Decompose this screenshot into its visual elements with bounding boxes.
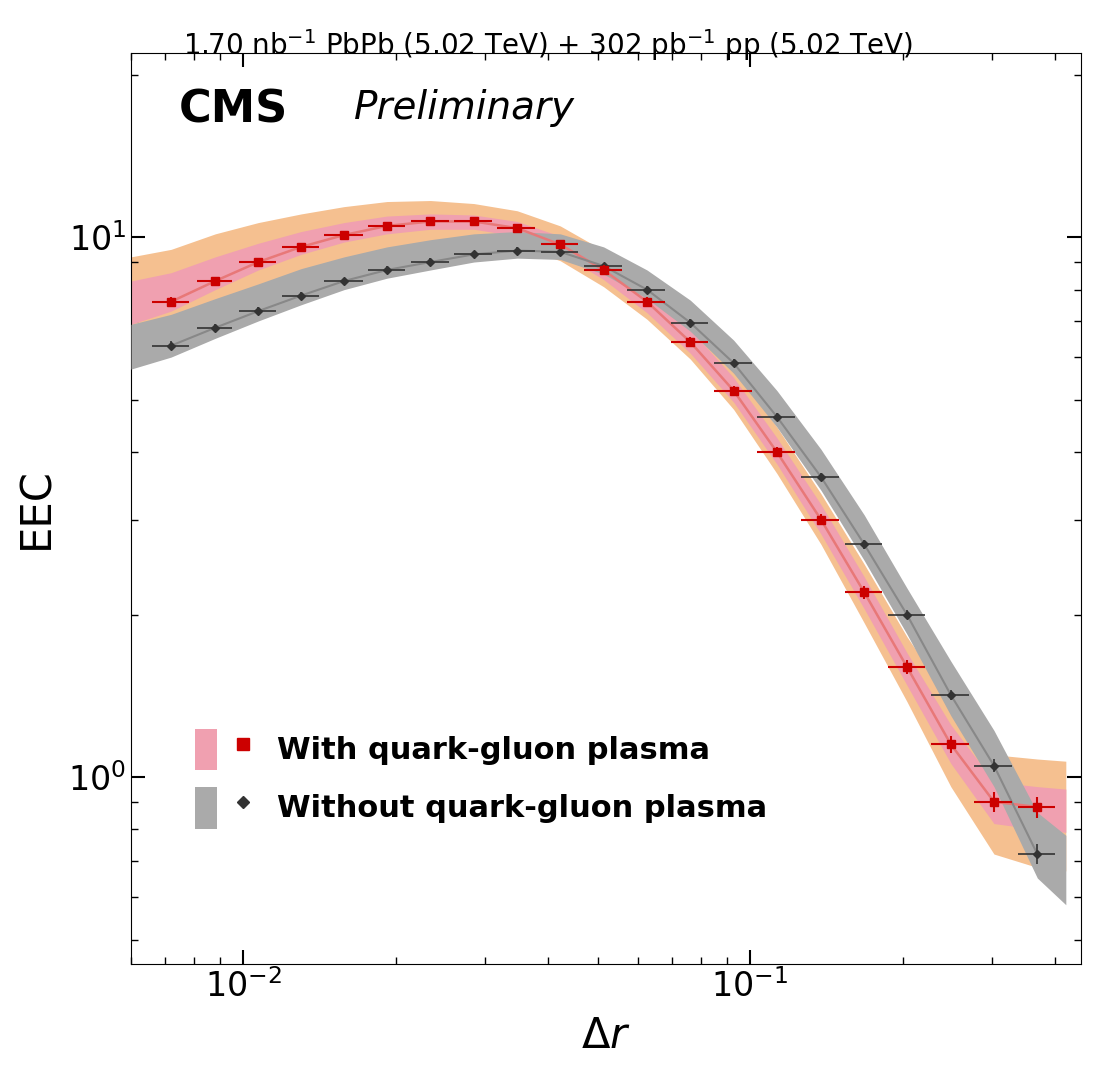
Legend: With quark-gluon plasma, Without quark-gluon plasma: With quark-gluon plasma, Without quark-g… xyxy=(184,717,779,840)
X-axis label: $\Delta r$: $\Delta r$ xyxy=(581,1015,631,1057)
Text: CMS: CMS xyxy=(179,89,288,132)
Y-axis label: EEC: EEC xyxy=(15,467,57,549)
Text: 1.70 nb$^{-1}$ PbPb (5.02 TeV) + 302 pb$^{-1}$ pp (5.02 TeV): 1.70 nb$^{-1}$ PbPb (5.02 TeV) + 302 pb$… xyxy=(183,27,913,62)
Text: Preliminary: Preliminary xyxy=(354,89,575,126)
